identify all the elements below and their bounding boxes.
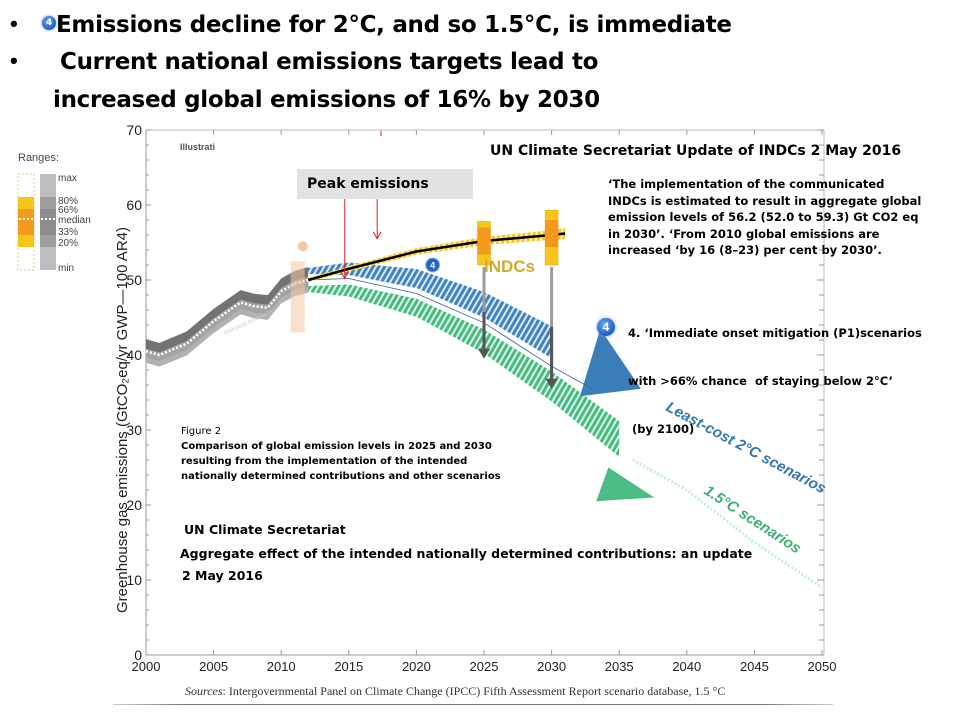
legend-label-66: 66% [58,205,78,216]
y-tick-label: 30 [126,422,142,438]
y-axis-label: Greenhouse gas emissions (GtCO₂eq/yr GWP… [114,227,131,613]
historical-band-light [146,276,309,367]
sources-divider [113,704,833,705]
mitigation-line: 4. ‘Immediate onset mitigation (P1)scena… [628,326,922,340]
mitigation-note: 4. ‘Immediate onset mitigation (P1)scena… [628,293,922,453]
figure-caption-line: Comparison of global emission levels in … [181,441,492,452]
mitigation-line: with >66% chance of staying below 2°C’ [628,374,893,388]
ranges-legend: Ranges: max 80% 66% median 33% 20% min [17,152,91,274]
sources-prefix: Sources [185,684,223,698]
un-source-title: Aggregate effect of the intended nationa… [180,546,753,561]
legend-label-33: 33% [58,227,78,238]
number-badge-icon: 4 [597,318,615,336]
legend-label-max: max [58,173,77,184]
x-tick-label: 2005 [199,659,228,674]
marker-1-icon [297,241,308,252]
un-source-date: 2 May 2016 [182,568,263,583]
x-tick-label: 2030 [537,659,566,674]
x-tick-label: 2010 [267,659,296,674]
indc-gap-arrowhead [545,378,558,389]
number-badge-text: 4 [430,261,435,271]
y-tick-label: 10 [126,572,142,588]
legend-label-80: 80% [58,196,78,207]
mitigation-line: (by 2100) [628,422,695,436]
sources-text: : Intergovernmental Panel on Climate Cha… [222,684,726,698]
bullet-1-text: Emissions decline for 2°C, and so 1.5°C,… [56,12,732,38]
transition-marker [290,261,305,333]
band-indcs [308,228,566,282]
number-badge-icon: 4 [42,16,56,30]
tail-1-5c [631,458,823,589]
indc-range-inner [477,227,491,255]
y-tick-label: 40 [126,347,142,363]
x-tick-label: 2045 [740,659,769,674]
series-label-indcs: INDCs [484,257,535,276]
chart-overlay: 4 [297,131,566,389]
bullet-1: 4 Emissions decline for 2°C, and so 1.5°C… [42,12,732,38]
x-tick-label: 2035 [605,659,634,674]
un-quote: ‘The implementation of the communicated … [608,176,921,259]
y-tick-label: 0 [134,647,142,663]
un-quote-line: emission levels of 56.2 (52.0 to 59.3) G… [608,210,919,224]
scenario-median-line [308,278,593,390]
figure-label: Figure 2 [181,426,222,437]
peak-arrowhead [372,231,382,240]
legend-label-20: 20% [58,238,78,249]
bullet-dot: • [10,48,18,73]
un-update-title: UN Climate Secretariat Update of INDCs 2… [490,143,902,159]
illustration-label: Illustrati [180,142,215,152]
bullet-2-continued: increased global emissions of 16% by 203… [53,87,600,113]
figure-caption-line: nationally determined contributions and … [181,471,501,482]
un-quote-line: INDCs is estimated to result in aggregat… [608,193,922,208]
legend-label-median: median [58,215,91,226]
un-quote-line: in 2030’. ‘From 2010 global emissions ar… [608,226,880,241]
indc-range-inner [545,220,559,247]
sources-footnote: Sources: Intergovernmental Panel on Clim… [185,684,725,699]
legend-title: Ranges: [18,152,59,164]
y-tick-label: 20 [126,497,142,513]
legend-orange-inner [18,209,34,235]
x-tick-label: 2025 [470,659,499,674]
un-quote-line: increased ‘by 16 (8–23) per cent by 2030… [608,243,882,257]
x-tick-label: 2000 [132,659,161,674]
figure-caption: Figure 2 Comparison of global emission l… [181,424,501,484]
bullet-dot: • [10,11,18,36]
x-tick-label: 2020 [402,659,431,674]
y-tick-label: 70 [126,122,142,138]
y-tick-label: 60 [126,197,142,213]
arrow-1-5c [596,467,655,502]
legend-label-min: min [58,263,74,274]
bullet-2: Current national emissions targets lead … [60,49,599,75]
number-badge-icon [425,257,441,273]
un-source-org: UN Climate Secretariat [184,522,346,537]
x-tick-label: 2050 [808,659,837,674]
un-quote-line: ‘The implementation of the communicated [608,177,885,191]
legend-grey-inner [40,209,56,235]
arrow-least-cost-2c [579,328,641,397]
y-tick-label: 50 [126,272,142,288]
peak-arrowhead [340,271,350,280]
historical-median-line [145,278,309,357]
x-tick-label: 2040 [672,659,701,674]
peak-emissions-label: Peak emissions [297,169,473,199]
figure-caption-line: resulting from the implementation of the… [181,456,468,467]
x-tick-label: 2015 [334,659,363,674]
indc-gap-arrowhead [478,348,490,359]
